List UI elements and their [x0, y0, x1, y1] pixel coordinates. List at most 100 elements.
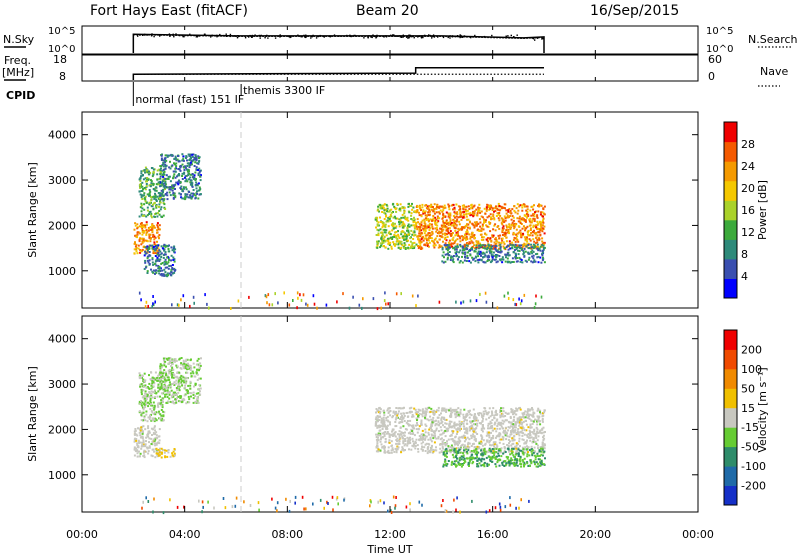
echo-cell: [148, 263, 151, 265]
echo-cell: [454, 441, 456, 444]
echo-cell: [494, 237, 497, 240]
echo-cell: [542, 251, 545, 254]
echo-cell: [490, 205, 492, 207]
echo-cell: [377, 420, 379, 423]
echo-cell: [442, 221, 445, 224]
echo-cell: [150, 454, 153, 457]
echo-cell: [414, 408, 417, 411]
nsky-tick-high: 10^5: [48, 26, 75, 37]
echo-cell: [138, 442, 141, 445]
echo-cell: [155, 271, 158, 274]
echo-cell: [514, 246, 516, 249]
echo-cell: [199, 188, 202, 190]
echo-cell: [387, 247, 390, 250]
echo-cell: [424, 227, 427, 230]
echo-cell: [382, 204, 385, 207]
echo-cell: [492, 254, 495, 257]
echo-cell: [200, 357, 202, 360]
echo-cell: [512, 442, 515, 445]
echo-cell: [164, 167, 167, 170]
echo-cell: [149, 233, 152, 236]
echo-cell: [157, 448, 160, 451]
echo-cell: [188, 153, 191, 156]
echo-cell: [542, 248, 545, 251]
echo-cell: [377, 448, 380, 451]
echo-cell: [385, 215, 387, 218]
echo-cell: [157, 197, 160, 200]
echo-cell: [509, 228, 512, 230]
echo-cell: [541, 230, 544, 233]
echo-cell: [438, 414, 441, 416]
echo-cell: [165, 449, 168, 452]
echo-cell: [541, 224, 544, 227]
echo-cell: [521, 446, 524, 449]
echo-cell: [153, 226, 156, 229]
echo-cell: [176, 182, 179, 185]
echo-cell: [175, 162, 178, 165]
echo-cell: [388, 218, 391, 221]
echo-cell: [507, 444, 510, 447]
echo-cell: [159, 403, 162, 406]
echo-cell: [145, 436, 148, 439]
echo-cell: [175, 359, 178, 362]
echo-cell: [179, 169, 182, 172]
echo-cell: [473, 244, 476, 247]
echo-cell: [394, 208, 397, 211]
echo-cell: [172, 372, 175, 375]
echo-cell: [169, 188, 172, 191]
echo-cell: [515, 407, 518, 410]
echo-cell: [521, 204, 524, 207]
near-range-echo: [496, 306, 499, 310]
echo-cell: [462, 237, 465, 240]
echo-cell: [136, 452, 139, 455]
echo-cell: [388, 407, 391, 410]
echo-cell: [484, 254, 487, 257]
echo-cell: [431, 419, 434, 422]
echo-cell: [157, 212, 160, 215]
echo-cell: [452, 208, 454, 211]
echo-cell: [191, 370, 194, 373]
echo-cell: [166, 262, 169, 265]
echo-cell: [511, 446, 514, 449]
echo-cell: [156, 250, 159, 253]
echo-cell: [415, 225, 418, 228]
echo-cell: [134, 450, 137, 453]
echo-cell: [444, 206, 447, 209]
echo-cell: [160, 364, 163, 367]
echo-cell: [541, 249, 544, 252]
echo-cell: [158, 442, 161, 445]
echo-cell: [518, 231, 521, 234]
echo-cell: [430, 418, 433, 421]
echo-cell: [153, 406, 156, 409]
echo-cell: [490, 254, 493, 257]
echo-cell: [197, 357, 200, 360]
echo-cell: [172, 194, 175, 197]
echo-cell: [135, 246, 138, 249]
echo-cell: [184, 193, 187, 196]
echo-cell: [443, 222, 446, 224]
echo-cell: [481, 246, 484, 249]
nsky-noise-dot: [409, 34, 412, 37]
echo-cell: [514, 255, 517, 258]
echo-cell: [138, 450, 140, 453]
echo-cell: [150, 268, 152, 271]
echo-cell: [395, 234, 398, 237]
echo-cell: [454, 435, 457, 438]
echo-cell: [397, 246, 400, 249]
nsky-noise-dot: [153, 35, 155, 38]
echo-cell: [423, 220, 426, 223]
echo-cell: [506, 252, 509, 255]
echo-cell: [486, 450, 489, 453]
echo-cell: [190, 179, 193, 182]
echo-cell: [477, 419, 479, 422]
echo-cell: [141, 224, 143, 227]
echo-cell: [415, 438, 418, 441]
near-range-echo: [518, 297, 520, 301]
echo-cell: [153, 437, 156, 440]
echo-cell: [149, 416, 152, 418]
echo-cell: [481, 225, 484, 228]
echo-cell: [147, 255, 150, 258]
echo-cell: [411, 202, 413, 205]
echo-cell: [173, 374, 176, 377]
echo-cell: [158, 205, 160, 208]
